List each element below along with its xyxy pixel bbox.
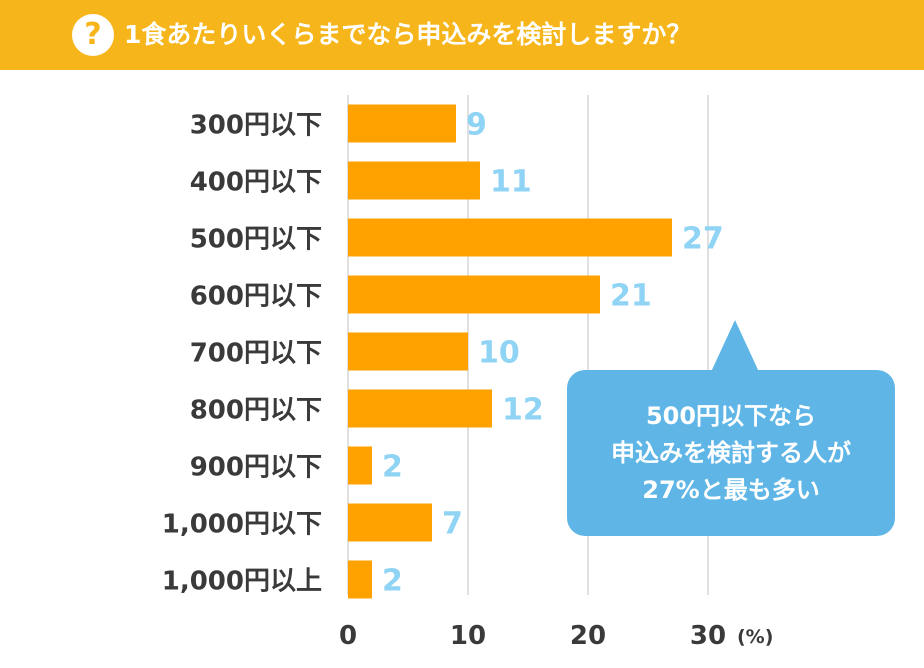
category-label: 300円以下 [190, 111, 322, 141]
bar [348, 446, 372, 485]
chart-title: 1食あたりいくらまでなら申込みを検討しますか？ [124, 20, 692, 49]
data-label: 11 [490, 165, 532, 200]
callout-box: 500円以下なら 申込みを検討する人が 27%と最も多い [567, 370, 895, 536]
bar [348, 275, 600, 314]
data-label: 9 [466, 108, 487, 143]
x-unit-label: (%) [737, 626, 773, 648]
callout-line-1: 500円以下なら [645, 401, 817, 430]
category-label: 1,000円以下 [162, 510, 322, 540]
question-mark-icon: ? [72, 14, 114, 56]
bar [348, 332, 468, 371]
data-label: 2 [382, 450, 403, 485]
x-tick-label: 20 [570, 621, 606, 651]
category-label: 900円以下 [190, 453, 322, 483]
data-label: 27 [682, 222, 724, 257]
category-label: 1,000円以上 [162, 567, 322, 597]
bar [348, 560, 372, 599]
x-tick-label: 30 [690, 621, 726, 651]
bar [348, 161, 480, 200]
category-label: 700円以下 [190, 339, 322, 369]
header-banner: ? 1食あたりいくらまでなら申込みを検討しますか？ [0, 0, 924, 70]
callout-line-2: 申込みを検討する人が [611, 438, 851, 467]
data-label: 10 [478, 336, 520, 371]
data-label: 21 [610, 279, 652, 314]
data-label: 2 [382, 564, 403, 599]
bar [348, 218, 672, 257]
x-tick-label: 0 [339, 621, 357, 651]
category-label: 500円以下 [190, 225, 322, 255]
category-label: 800円以下 [190, 396, 322, 426]
data-label: 12 [502, 393, 544, 428]
x-tick-label: 10 [450, 621, 486, 651]
bar [348, 104, 456, 143]
bar [348, 389, 492, 428]
data-label: 7 [442, 507, 463, 542]
category-label: 400円以下 [190, 168, 322, 198]
bar [348, 503, 432, 542]
category-label: 600円以下 [190, 282, 322, 312]
callout-tail [711, 320, 759, 372]
callout-line-3: 27%と最も多い [642, 475, 820, 504]
